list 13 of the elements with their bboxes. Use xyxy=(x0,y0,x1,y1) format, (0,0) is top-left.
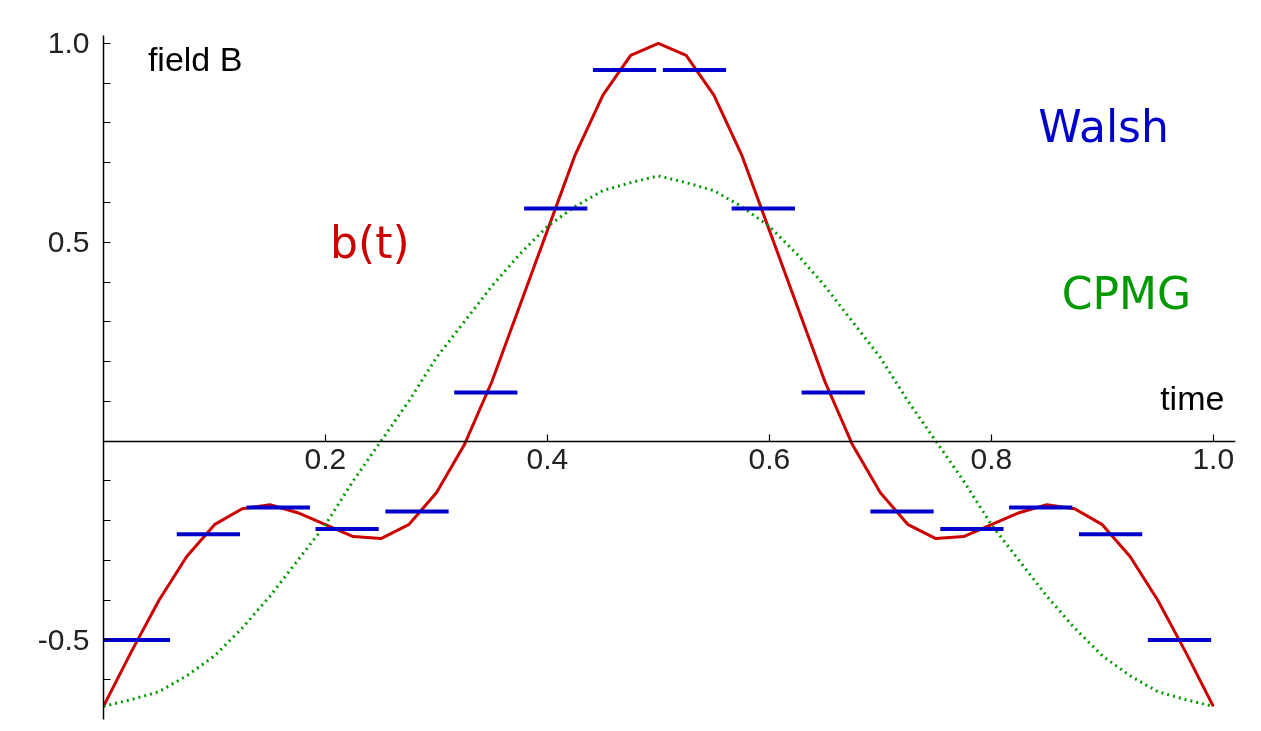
y-tick-label: 0.5 xyxy=(47,225,90,259)
text: Walsh xyxy=(1038,101,1169,153)
y-tick-label: 1.0 xyxy=(47,26,90,60)
x-tick-label: 1.0 xyxy=(1192,442,1235,476)
x-tick-label: 0.4 xyxy=(526,442,569,476)
x-axis-title: time xyxy=(1160,379,1225,418)
text: b(t) xyxy=(330,216,410,268)
x-tick-label: 0.6 xyxy=(748,442,791,476)
y-tick-label: -0.5 xyxy=(37,622,90,656)
text: CPMG xyxy=(1061,268,1192,320)
x-tick-label: 0.8 xyxy=(970,442,1013,476)
y-axis-title: field B xyxy=(147,40,243,79)
x-tick-label: 0.2 xyxy=(304,442,347,476)
